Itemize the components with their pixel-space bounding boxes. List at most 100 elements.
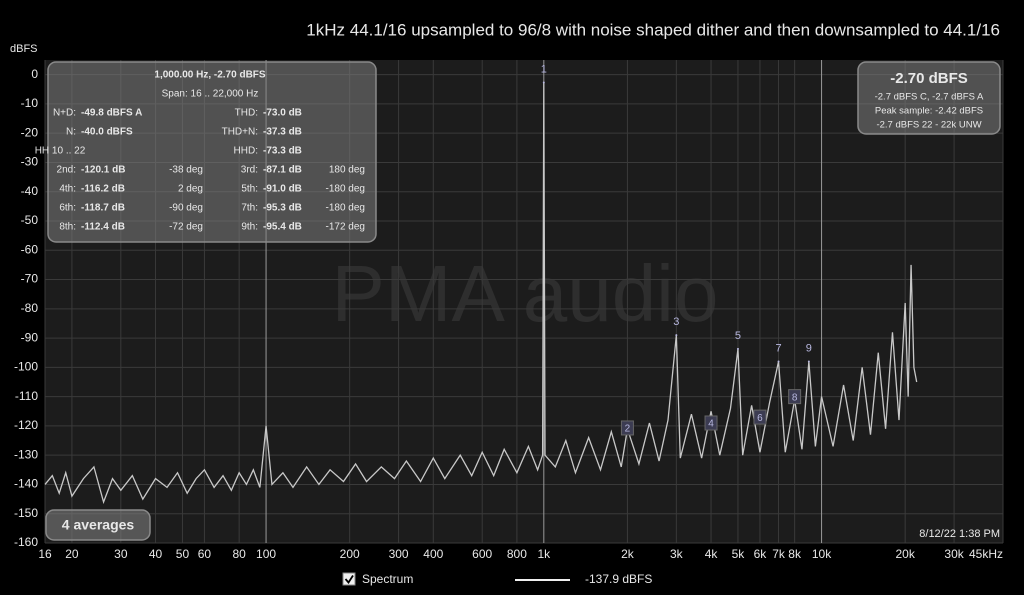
legend-label: Spectrum xyxy=(362,572,413,586)
level-line: -2.7 dBFS C, -2.7 dBFS A xyxy=(875,92,984,103)
harmonic-label: 4 xyxy=(708,419,714,430)
x-tick-label: 30k xyxy=(944,547,964,561)
y-tick-label: -140 xyxy=(14,477,38,491)
info-label: 4th: xyxy=(59,184,76,195)
info-value: -118.7 dB xyxy=(81,203,125,214)
x-tick-label: 2k xyxy=(621,547,635,561)
x-tick-label: 20k xyxy=(896,547,916,561)
x-tick-label: 45kHz xyxy=(969,547,1003,561)
x-tick-label: 800 xyxy=(507,547,527,561)
info-phase: 180 deg xyxy=(329,165,365,176)
x-tick-label: 1k xyxy=(537,547,551,561)
x-tick-label: 4k xyxy=(705,547,719,561)
harmonic-label: 8 xyxy=(792,392,798,403)
info-phase: -180 deg xyxy=(326,184,365,195)
watermark: PMA audio xyxy=(332,249,719,338)
x-tick-label: 400 xyxy=(423,547,443,561)
harmonic-label: 1 xyxy=(541,63,547,75)
y-tick-label: -130 xyxy=(14,447,38,461)
chart-title: 1kHz 44.1/16 upsampled to 96/8 with nois… xyxy=(306,20,1000,39)
harmonic-marker xyxy=(704,415,718,431)
y-tick-label: -50 xyxy=(21,213,39,227)
y-tick-label: -70 xyxy=(21,272,39,286)
x-tick-label: 60 xyxy=(198,547,212,561)
harmonic-marker xyxy=(807,360,810,363)
x-tick-label: 16 xyxy=(38,547,52,561)
x-tick-label: 40 xyxy=(149,547,163,561)
info-label: 9th: xyxy=(241,222,258,233)
info-value: -120.1 dB xyxy=(81,165,125,176)
y-tick-label: -160 xyxy=(14,535,38,549)
harmonic-marker xyxy=(542,81,545,84)
info-phase: 2 deg xyxy=(178,184,203,195)
x-tick-label: 300 xyxy=(389,547,409,561)
harmonic-marker xyxy=(753,409,767,425)
info-header: Span: 16 .. 22,000 Hz xyxy=(162,89,259,100)
info-value: -73.0 dB xyxy=(263,108,302,119)
legend-extra: -137.9 dBFS xyxy=(585,572,652,586)
info-panel xyxy=(47,61,377,243)
checkbox-check xyxy=(344,575,354,585)
averages-label: 4 averages xyxy=(62,517,135,533)
y-tick-label: 0 xyxy=(31,67,38,81)
x-tick-label: 600 xyxy=(472,547,492,561)
x-tick-label: 6k xyxy=(754,547,768,561)
info-phase: -72 deg xyxy=(169,222,203,233)
y-tick-label: -40 xyxy=(21,184,39,198)
info-label: N: xyxy=(66,127,76,138)
info-label: HH 10 .. 22 xyxy=(35,146,86,157)
x-tick-label: 100 xyxy=(256,547,276,561)
info-value: -95.4 dB xyxy=(263,222,302,233)
info-phase: -172 deg xyxy=(326,222,365,233)
level-line: -2.7 dBFS 22 - 22k UNW xyxy=(876,120,981,131)
y-tick-label: -80 xyxy=(21,301,39,315)
y-tick-label: -110 xyxy=(15,389,38,403)
info-label: 6th: xyxy=(59,203,76,214)
harmonic-label: 2 xyxy=(625,424,631,435)
y-axis-label: dBFS xyxy=(10,43,38,55)
y-tick-label: -150 xyxy=(14,506,38,520)
x-tick-label: 200 xyxy=(340,547,360,561)
x-tick-label: 80 xyxy=(232,547,246,561)
info-label: 5th: xyxy=(241,184,258,195)
level-line: Peak sample: -2.42 dBFS xyxy=(875,106,983,117)
x-tick-label: 7k xyxy=(772,547,786,561)
info-value: -37.3 dB xyxy=(263,127,302,138)
harmonic-marker xyxy=(777,360,780,363)
info-value: -112.4 dB xyxy=(81,222,125,233)
y-tick-label: -100 xyxy=(14,360,38,374)
x-tick-label: 8k xyxy=(788,547,802,561)
info-value: -91.0 dB xyxy=(263,184,302,195)
info-label: 7th: xyxy=(241,203,258,214)
y-tick-label: -20 xyxy=(21,125,39,139)
x-tick-label: 30 xyxy=(114,547,128,561)
info-phase: -180 deg xyxy=(326,203,365,214)
info-value: -87.1 dB xyxy=(263,165,302,176)
harmonic-label: 5 xyxy=(735,330,741,342)
y-tick-label: -10 xyxy=(21,96,39,110)
y-tick-label: -90 xyxy=(21,330,39,344)
level-panel xyxy=(857,61,1001,135)
info-value: -49.8 dBFS A xyxy=(81,108,142,119)
y-tick-label: -60 xyxy=(21,242,39,256)
harmonic-marker xyxy=(736,347,739,350)
info-value: -116.2 dB xyxy=(81,184,125,195)
harmonic-label: 6 xyxy=(757,413,763,424)
harmonic-label: 7 xyxy=(775,342,781,354)
x-tick-label: 20 xyxy=(65,547,79,561)
x-tick-label: 50 xyxy=(176,547,190,561)
info-label: 3rd: xyxy=(241,165,258,176)
harmonic-marker xyxy=(620,420,634,436)
info-label: THD: xyxy=(235,108,258,119)
averages-box xyxy=(45,509,151,541)
info-phase: -38 deg xyxy=(169,165,203,176)
info-value: -95.3 dB xyxy=(263,203,302,214)
legend-checkbox[interactable] xyxy=(342,572,356,586)
x-tick-label: 5k xyxy=(732,547,746,561)
x-tick-label: 3k xyxy=(670,547,684,561)
x-tick-label: 10k xyxy=(812,547,832,561)
info-value: -73.3 dB xyxy=(263,146,302,157)
level-title: -2.70 dBFS xyxy=(890,70,968,87)
